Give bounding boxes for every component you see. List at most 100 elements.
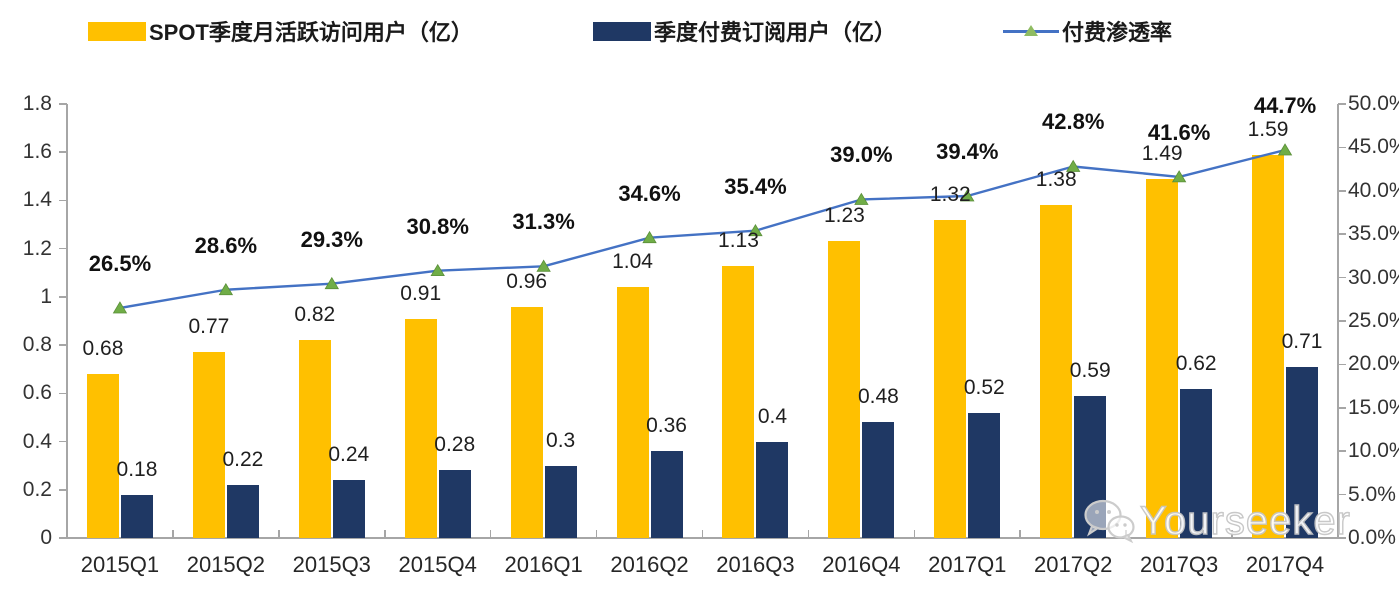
x-axis-category-label: 2015Q4 xyxy=(398,552,477,577)
x-axis-tick xyxy=(1019,530,1022,538)
x-axis-tick xyxy=(278,530,280,538)
mau-value-label: 0.68 xyxy=(82,337,124,361)
legend-penetration-label: 付费渗透率 xyxy=(1062,20,1173,45)
mau-value-label: 1.13 xyxy=(718,228,759,252)
left-axis-tick xyxy=(59,296,67,298)
right-axis-tick xyxy=(1338,450,1346,452)
left-axis-tick-label: 0.8 xyxy=(22,333,52,357)
right-axis-tick-label: 35.0% xyxy=(1348,222,1399,246)
mau-value-label: 1.59 xyxy=(1247,117,1289,141)
subs-value-label: 0.22 xyxy=(222,447,264,471)
left-axis-tick-label: 1.2 xyxy=(22,236,52,260)
line-marker-triangle-icon xyxy=(642,230,657,244)
watermark: Yourseeker xyxy=(1082,498,1351,544)
bar-mau xyxy=(722,265,755,538)
bar-subs xyxy=(862,422,895,538)
left-axis-line xyxy=(66,104,68,538)
penetration-percent-label: 42.8% xyxy=(1042,109,1105,135)
right-axis-tick xyxy=(1338,146,1346,149)
subs-value-label: 0.24 xyxy=(328,443,370,467)
right-axis-tick xyxy=(1338,363,1346,366)
subs-value-label: 0.59 xyxy=(1069,358,1111,382)
legend-subs-label: 季度付费订阅用户（亿） xyxy=(654,20,897,45)
x-axis-tick xyxy=(383,530,386,538)
bar-subs xyxy=(332,480,365,538)
x-axis-tick xyxy=(595,530,598,538)
x-axis-category-label: 2017Q1 xyxy=(928,552,1007,577)
left-axis-tick-label: 1.8 xyxy=(22,92,52,115)
mau-value-label: 0.82 xyxy=(294,303,336,327)
mau-value-label: 0.91 xyxy=(400,281,442,305)
penetration-polyline xyxy=(119,148,1286,310)
penetration-percent-label: 29.3% xyxy=(300,226,363,252)
penetration-percent-label: 44.7% xyxy=(1253,93,1317,118)
right-axis-tick-label: 50.0% xyxy=(1348,92,1399,115)
subs-value-label: 0.71 xyxy=(1281,329,1323,353)
right-axis-tick-label: 25.0% xyxy=(1348,309,1399,332)
bar-mau xyxy=(1252,154,1285,538)
left-axis-tick xyxy=(59,537,67,539)
x-axis-category-label: 2016Q4 xyxy=(822,552,901,577)
line-marker-triangle-icon xyxy=(1277,143,1293,156)
penetration-percent-label: 30.8% xyxy=(406,213,469,239)
penetration-percent-label: 35.4% xyxy=(724,173,787,199)
subs-value-label: 0.3 xyxy=(546,428,576,452)
left-axis-tick-label: 0.4 xyxy=(22,429,52,453)
mau-value-label: 1.04 xyxy=(612,250,653,274)
bar-mau xyxy=(1146,178,1179,538)
x-axis-category-label: 2015Q2 xyxy=(186,552,266,577)
left-axis-tick-label: 0.6 xyxy=(22,381,52,405)
line-marker-triangle-icon xyxy=(218,282,234,296)
mau-value-label: 1.38 xyxy=(1035,168,1077,192)
x-axis-tick xyxy=(913,530,916,538)
x-axis-category-label: 2015Q3 xyxy=(292,552,371,577)
bar-mau xyxy=(1040,205,1073,538)
penetration-percent-label: 28.6% xyxy=(194,232,258,258)
subs-value-label: 0.52 xyxy=(963,375,1005,399)
right-axis-tick xyxy=(1338,537,1346,539)
x-axis-tick xyxy=(172,530,174,538)
bar-subs xyxy=(1286,366,1319,538)
watermark-text: Yourseeker xyxy=(1139,498,1351,543)
x-axis-category-label: 2016Q1 xyxy=(504,552,583,577)
subs-value-label: 0.62 xyxy=(1175,351,1217,375)
bar-subs xyxy=(226,484,259,538)
left-axis-tick xyxy=(59,344,67,346)
legend-item-subs: 季度付费订阅用户（亿） xyxy=(593,18,897,45)
bar-subs xyxy=(650,451,683,538)
mau-value-label: 1.32 xyxy=(929,182,971,206)
bar-mau xyxy=(934,219,967,538)
right-axis-tick xyxy=(1338,493,1346,496)
left-axis-tick-label: 1.4 xyxy=(22,188,52,212)
x-axis-category-label: 2016Q2 xyxy=(610,552,689,577)
bar-mau xyxy=(86,374,119,538)
mau-swatch-icon xyxy=(88,21,146,41)
x-axis-category-label: 2016Q3 xyxy=(716,552,795,577)
right-axis-tick xyxy=(1338,276,1346,279)
bar-subs xyxy=(544,465,577,538)
right-axis-tick-label: 40.0% xyxy=(1348,178,1399,202)
legend-item-mau: SPOT季度月活跃访问用户（亿） xyxy=(88,18,473,45)
right-axis-tick-label: 5.0% xyxy=(1348,482,1396,506)
x-axis-tick xyxy=(807,530,810,538)
left-axis-tick-label: 0.2 xyxy=(22,477,52,501)
x-axis-category-label: 2017Q3 xyxy=(1139,552,1219,577)
penetration-percent-label: 39.4% xyxy=(936,139,999,164)
left-axis-tick xyxy=(59,199,67,202)
x-axis-tick xyxy=(1231,530,1233,538)
bar-mau xyxy=(192,352,225,538)
right-axis-tick-label: 20.0% xyxy=(1348,352,1399,376)
right-axis-tick xyxy=(1338,233,1346,235)
left-axis-tick xyxy=(59,392,67,395)
mau-value-label: 0.77 xyxy=(188,315,230,339)
line-marker-triangle-icon xyxy=(854,192,869,205)
left-axis-tick xyxy=(59,247,67,250)
mau-value-label: 0.96 xyxy=(506,269,548,293)
subs-value-label: 0.48 xyxy=(857,385,899,409)
left-axis-tick-label: 1.6 xyxy=(22,140,52,164)
penetration-percent-label: 26.5% xyxy=(88,250,152,276)
mau-value-label: 1.49 xyxy=(1141,141,1183,165)
x-axis-category-label: 2017Q2 xyxy=(1034,552,1113,577)
right-axis-tick-label: 0.0% xyxy=(1348,526,1396,549)
